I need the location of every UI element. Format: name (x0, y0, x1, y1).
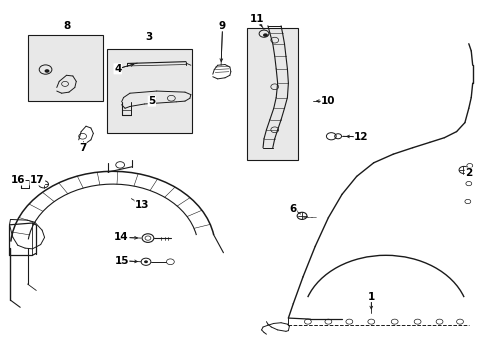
Text: 17: 17 (30, 175, 44, 185)
Text: 8: 8 (63, 21, 70, 31)
Bar (107, 49, 192, 134)
Text: 10: 10 (321, 96, 335, 106)
Bar (27, 35, 103, 101)
Text: 5: 5 (148, 96, 155, 106)
Text: 16: 16 (10, 175, 25, 185)
Circle shape (144, 260, 148, 263)
Text: 3: 3 (145, 32, 153, 41)
Text: 6: 6 (289, 204, 296, 214)
Text: 12: 12 (353, 132, 368, 142)
Text: 9: 9 (219, 21, 225, 31)
Text: 13: 13 (135, 200, 149, 210)
Bar (246, 28, 298, 160)
Text: 2: 2 (464, 168, 471, 178)
Text: 14: 14 (114, 232, 129, 242)
Text: 15: 15 (114, 256, 129, 266)
Text: 4: 4 (114, 64, 121, 74)
Text: 7: 7 (79, 143, 86, 153)
Circle shape (44, 69, 49, 73)
Text: 11: 11 (249, 14, 264, 24)
Circle shape (263, 33, 267, 37)
Text: 1: 1 (367, 292, 374, 302)
